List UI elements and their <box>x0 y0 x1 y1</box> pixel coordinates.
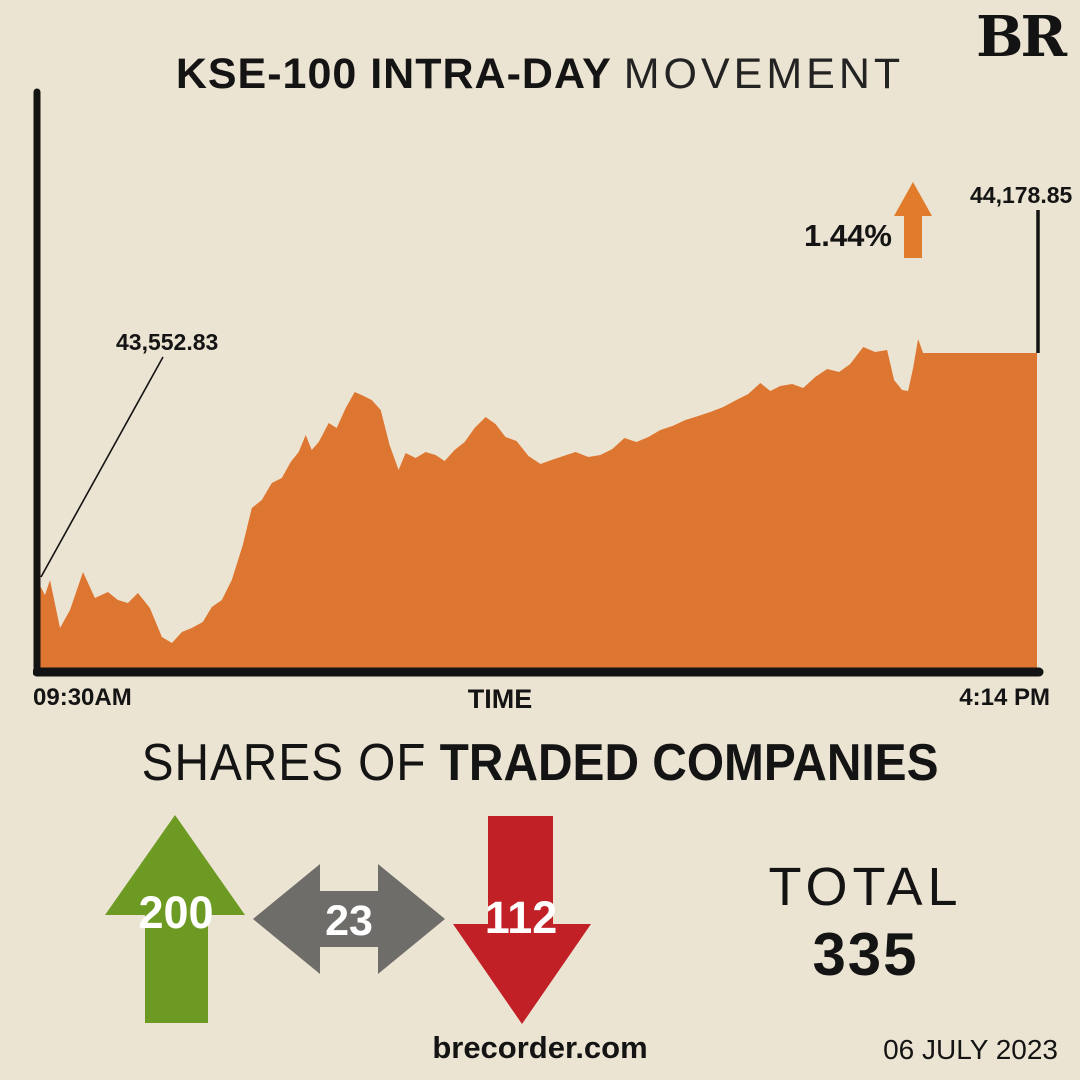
total-block: TOTAL 335 <box>748 856 983 989</box>
x-axis-title: TIME <box>467 684 533 714</box>
decliners-arrow-shape <box>453 816 591 1024</box>
shares-heading-light: SHARES OF <box>141 734 427 792</box>
total-value: 335 <box>812 921 919 988</box>
index-area <box>38 339 1037 668</box>
shares-section-heading: SHARES OF TRADED COMPANIES <box>0 733 1080 793</box>
decliners-down-arrow-icon: 112 <box>453 816 591 1024</box>
page-title-light: MOVEMENT <box>623 50 905 98</box>
x-axis-end-label: 4:14 PM <box>959 684 1050 711</box>
advancers-up-arrow-icon: 200 <box>105 815 245 1023</box>
date-label: 06 JULY 2023 <box>883 1034 1058 1065</box>
open-pointer-line <box>40 356 164 578</box>
shares-heading-bold: TRADED COMPANIES <box>439 734 939 792</box>
page-title: KSE-100 INTRA-DAY MOVEMENT <box>0 50 1080 99</box>
unchanged-arrow-shape <box>253 864 445 974</box>
website-label: brecorder.com <box>432 1030 648 1065</box>
close-value-label: 44,178.85 <box>970 182 1073 208</box>
change-percent-label: 1.44% <box>804 218 892 253</box>
advancers-arrow-shape <box>105 815 245 1023</box>
x-axis-start-label: 09:30AM <box>33 684 132 711</box>
page-title-bold: KSE-100 INTRA-DAY <box>175 50 612 98</box>
advancers-count: 200 <box>138 887 213 938</box>
open-value-label: 43,552.83 <box>116 329 219 355</box>
decliners-count: 112 <box>485 892 558 943</box>
change-up-arrow-icon <box>894 182 932 258</box>
br-logo: BR <box>976 4 1067 70</box>
change-up-arrow-shape <box>894 182 932 258</box>
total-label: TOTAL <box>768 857 963 917</box>
kse100-intraday-chart <box>33 88 1044 677</box>
unchanged-double-arrow-icon: 23 <box>253 864 445 974</box>
unchanged-count: 23 <box>325 897 373 945</box>
